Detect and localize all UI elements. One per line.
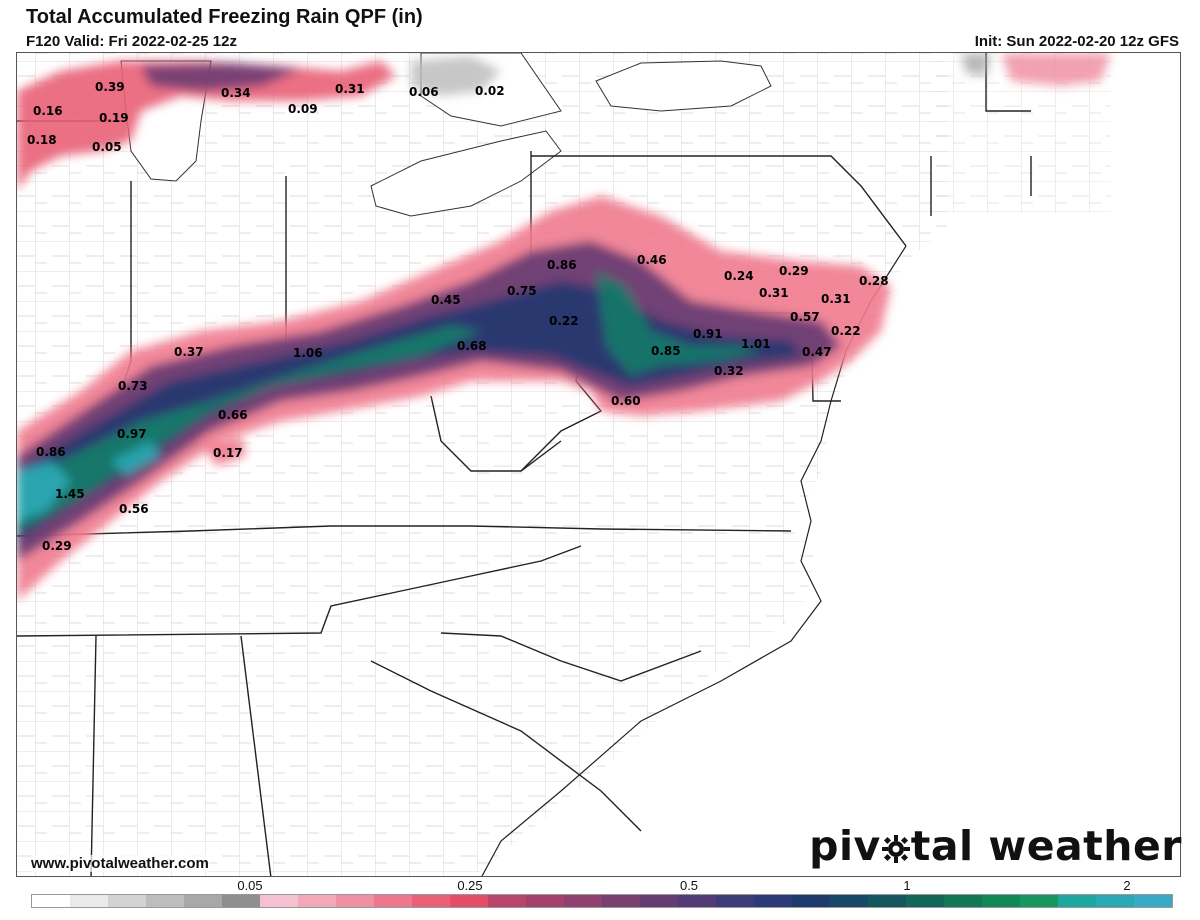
value-label: 0.34 [221,86,251,100]
value-label: 0.18 [27,133,57,147]
value-label: 0.86 [547,258,577,272]
website-url: www.pivotalweather.com [31,855,209,872]
color-scale-swatch [146,895,184,907]
value-label: 0.29 [42,539,72,553]
color-scale-swatch [868,895,906,907]
value-label: 0.09 [288,102,318,116]
color-scale-swatch [1134,895,1172,907]
value-label: 0.75 [507,284,537,298]
value-label: 0.39 [95,80,125,94]
gear-icon [881,826,911,874]
value-labels: 0.39 0.34 0.31 0.06 0.02 0.16 0.19 0.09 … [27,80,889,553]
lake-erie [370,130,562,217]
brand-logo: piv tal weather [809,822,1182,874]
value-label: 0.22 [831,324,861,338]
value-label: 0.56 [119,502,149,516]
color-scale-swatch [1058,895,1096,907]
color-scale-swatch [678,895,716,907]
color-scale-swatch [564,895,602,907]
value-label: 0.57 [790,310,820,324]
color-scale-swatch [374,895,412,907]
map-panel: 0.39 0.34 0.31 0.06 0.02 0.16 0.19 0.09 … [16,52,1181,877]
color-scale-swatch [944,895,982,907]
color-scale-swatch [1020,895,1058,907]
color-scale-swatch [222,895,260,907]
value-label: 0.28 [859,274,889,288]
value-label: 0.16 [33,104,63,118]
ocean [473,53,1180,876]
value-label: 0.17 [213,446,243,460]
color-scale-swatch [32,895,70,907]
color-scale-swatch [792,895,830,907]
color-scale-swatch [602,895,640,907]
value-label: 0.31 [335,82,365,96]
color-scale-swatch [982,895,1020,907]
color-scale-swatch [526,895,564,907]
color-scale-swatch [716,895,754,907]
color-scale-swatch [906,895,944,907]
color-scale-swatch [108,895,146,907]
value-label: 0.97 [117,427,147,441]
value-label: 0.37 [174,345,204,359]
brand-text-right: tal weather [910,822,1182,870]
color-scale-bar [31,894,1173,908]
value-label: 0.47 [802,345,832,359]
value-label: 0.68 [457,339,487,353]
freezing-rain-swath [17,196,891,601]
color-scale-swatch [260,895,298,907]
color-scale-tick: 1 [903,878,911,893]
brand-text-left: piv [809,822,881,870]
value-label: 0.31 [759,286,789,300]
color-scale-swatch [298,895,336,907]
color-scale-tick: 2 [1123,878,1131,893]
value-label: 0.31 [821,292,851,306]
color-scale-swatch [450,895,488,907]
value-label: 0.85 [651,344,681,358]
color-scale-swatch [754,895,792,907]
color-scale-swatch [640,895,678,907]
color-scale-tick: 0.05 [237,878,263,893]
value-label: 1.06 [293,346,323,360]
valid-time: F120 Valid: Fri 2022-02-25 12z [26,33,237,50]
value-label: 0.19 [99,111,129,125]
color-scale-swatch [412,895,450,907]
value-label: 0.60 [611,394,641,408]
value-label: 0.05 [92,140,122,154]
color-scale-swatch [336,895,374,907]
value-label: 1.45 [55,487,85,501]
init-time: Init: Sun 2022-02-20 12z GFS [974,33,1179,50]
northern-precip [17,53,1111,466]
color-scale-swatch [70,895,108,907]
value-label: 0.66 [218,408,248,422]
value-label: 0.32 [714,364,744,378]
map-title: Total Accumulated Freezing Rain QPF (in) [26,6,423,28]
color-scale-swatch [1096,895,1134,907]
value-label: 0.06 [409,85,439,99]
color-scale-tick: 0.5 [679,878,699,893]
color-scale-swatch [488,895,526,907]
value-label: 0.24 [724,269,754,283]
lake-ontario [595,60,772,112]
value-label: 0.91 [693,327,723,341]
color-scale-tick: 0.25 [457,878,483,893]
value-label: 0.46 [637,253,667,267]
color-scale-swatch [830,895,868,907]
value-label: 0.29 [779,264,809,278]
value-label: 1.01 [741,337,771,351]
value-label: 0.86 [36,445,66,459]
value-label: 0.45 [431,293,461,307]
color-scale-swatch [184,895,222,907]
value-label: 0.22 [549,314,579,328]
value-label: 0.73 [118,379,148,393]
value-label: 0.02 [475,84,505,98]
map-svg: 0.39 0.34 0.31 0.06 0.02 0.16 0.19 0.09 … [17,53,1180,876]
